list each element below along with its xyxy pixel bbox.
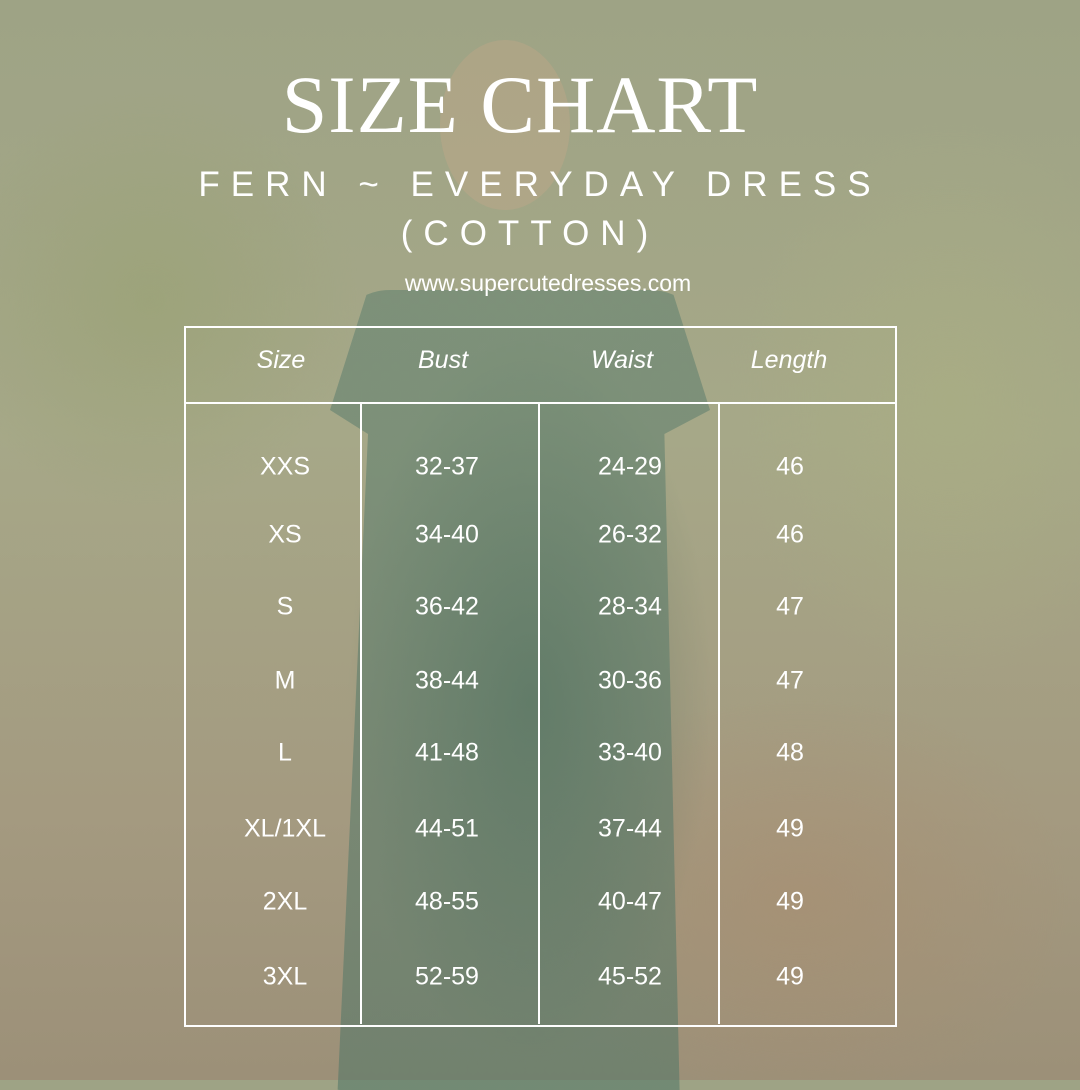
cell-length: 47 — [776, 666, 804, 695]
product-name: FERN ~ EVERYDAY DRESS — [198, 165, 882, 204]
cell-waist: 37-44 — [598, 814, 662, 843]
cell-size: 2XL — [262, 887, 308, 916]
column-divider — [718, 403, 720, 1024]
model-dress-photo — [330, 290, 710, 1090]
header-bust: Bust — [417, 346, 469, 374]
cell-waist: 24-29 — [598, 452, 662, 481]
column-divider — [538, 403, 540, 1024]
page-title: SIZE CHART — [281, 59, 759, 150]
cell-waist: 40-47 — [598, 887, 662, 916]
cell-length: 48 — [776, 738, 804, 767]
cell-bust: 34-40 — [415, 520, 479, 549]
cell-size: S — [276, 592, 294, 621]
website-link[interactable]: www.supercutedresses.com — [404, 270, 692, 296]
cell-waist: 30-36 — [598, 666, 662, 695]
cell-length: 49 — [776, 814, 804, 843]
cell-bust: 44-51 — [415, 814, 479, 843]
cell-length: 49 — [776, 887, 804, 916]
cell-bust: 38-44 — [415, 666, 479, 695]
cell-size: M — [274, 666, 296, 695]
header-waist: Waist — [590, 346, 654, 374]
cell-bust: 41-48 — [415, 738, 479, 767]
cell-length: 49 — [776, 962, 804, 991]
product-material: (COTTON) — [400, 214, 660, 253]
header-length: Length — [750, 346, 828, 374]
cell-length: 47 — [776, 592, 804, 621]
table-border — [184, 326, 897, 1027]
cell-waist: 45-52 — [598, 962, 662, 991]
cell-bust: 32-37 — [415, 452, 479, 481]
column-divider — [360, 403, 362, 1024]
cell-size: L — [278, 738, 292, 767]
cell-size: XL/1XL — [243, 814, 327, 843]
model-head-photo — [440, 40, 570, 210]
cell-length: 46 — [776, 452, 804, 481]
cell-size: XXS — [259, 452, 311, 481]
cell-waist: 28-34 — [598, 592, 662, 621]
cell-waist: 33-40 — [598, 738, 662, 767]
cell-size: XS — [268, 520, 302, 549]
header-size: Size — [256, 346, 306, 374]
cell-waist: 26-32 — [598, 520, 662, 549]
cell-bust: 52-59 — [415, 962, 479, 991]
cell-bust: 48-55 — [415, 887, 479, 916]
cell-bust: 36-42 — [415, 592, 479, 621]
cell-size: 3XL — [262, 962, 308, 991]
cell-length: 46 — [776, 520, 804, 549]
